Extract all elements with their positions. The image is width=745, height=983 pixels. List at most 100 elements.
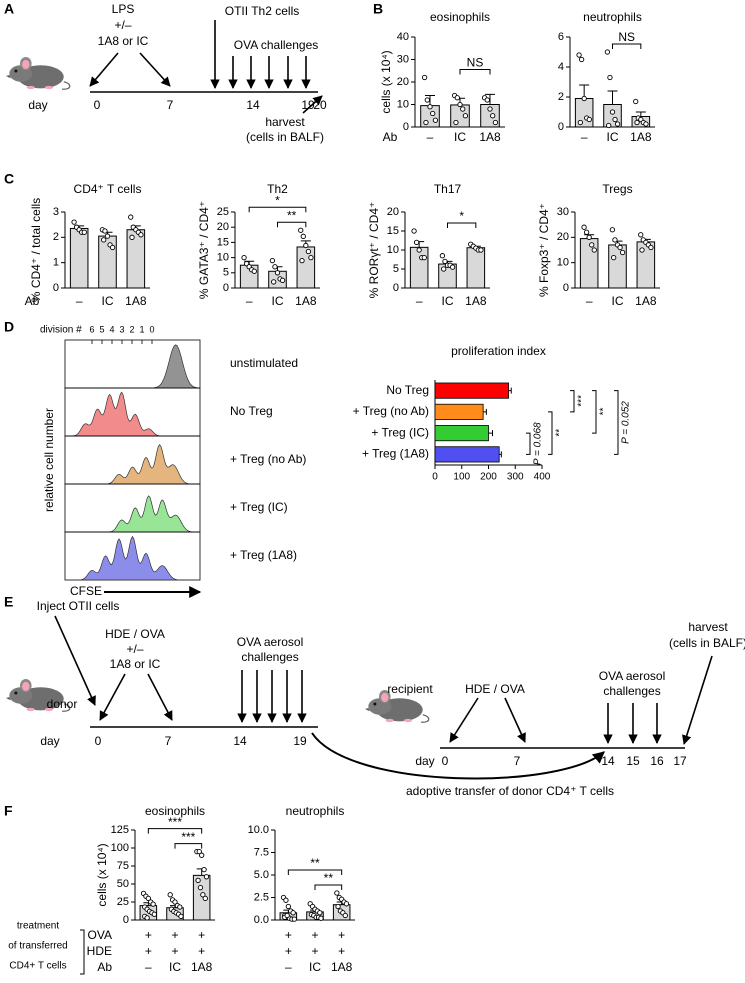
data-point <box>583 229 590 235</box>
y-tick-label: 100 <box>111 842 129 854</box>
label: harvest <box>688 620 728 634</box>
panel-letter: C <box>4 171 14 187</box>
label: challenges <box>603 684 660 698</box>
significance-label: *** <box>181 830 195 844</box>
significance-bracket <box>314 884 343 890</box>
data-point <box>308 254 314 261</box>
x-tick-label: 100 <box>453 472 470 483</box>
x-tick-label: – <box>427 130 434 144</box>
data-point <box>128 214 134 220</box>
data-point <box>317 910 323 916</box>
table-cell: + <box>338 944 345 958</box>
error-bar <box>607 90 618 105</box>
bar <box>434 425 489 442</box>
data-point <box>196 848 202 855</box>
day-label: 0 <box>95 734 102 748</box>
chart-title: Th2 <box>267 182 288 196</box>
data-point <box>251 268 257 274</box>
y-tick-label: + Treg (1A8) <box>362 447 429 461</box>
day-label: 7 <box>165 734 172 748</box>
data-point <box>490 113 496 119</box>
y-axis-label: % RORγt⁺ / CD4⁺ <box>367 202 381 299</box>
histogram <box>65 495 201 533</box>
data-point <box>150 901 156 907</box>
x-tick-label: 1A8 <box>331 960 353 974</box>
x-tick-label: – <box>246 294 253 308</box>
arrow <box>99 673 126 721</box>
data-point <box>577 119 583 126</box>
significance-bracket <box>592 390 597 434</box>
histogram <box>65 344 201 389</box>
data-point <box>109 244 116 251</box>
bar <box>296 246 316 289</box>
data-point <box>586 234 592 240</box>
chart-title: eosinophils <box>430 10 490 24</box>
y-axis-label: cells (x 10⁴) <box>379 50 393 113</box>
day-label: 17 <box>673 754 687 768</box>
label: +/– <box>126 642 143 656</box>
division-label: 2 <box>129 324 134 334</box>
data-point <box>102 228 108 234</box>
label: division # <box>40 325 82 336</box>
significance-bracket <box>614 390 619 455</box>
y-tick-label: 20 <box>217 221 229 233</box>
significance-bracket <box>277 221 307 228</box>
x-tick-label: 1A8 <box>125 294 147 308</box>
y-tick-label: 0 <box>123 914 129 926</box>
histogram-label: + Treg (1A8) <box>230 548 297 562</box>
y-tick-label: 10.0 <box>248 824 269 836</box>
data-point <box>487 106 493 112</box>
arrow <box>139 52 171 87</box>
data-point <box>167 892 173 898</box>
day-label: 19 <box>293 734 307 748</box>
data-point <box>460 106 466 112</box>
data-point <box>421 254 427 261</box>
chart-title: proliferation index <box>451 344 546 358</box>
histogram <box>65 391 200 437</box>
y-tick-label: 15 <box>387 225 399 237</box>
table-cell: + <box>285 944 292 958</box>
x-tick-label: 1A8 <box>295 294 317 308</box>
y-tick-label: 7.5 <box>254 846 269 858</box>
significance-label: NS <box>467 56 484 70</box>
y-tick-label: 5 <box>393 263 399 275</box>
data-point <box>427 104 433 110</box>
chart-title: Tregs <box>602 182 632 196</box>
y-tick-label: 2 <box>558 91 564 103</box>
significance-label: ** <box>599 407 610 416</box>
y-tick-label: 0 <box>223 282 229 294</box>
day-label: 7 <box>514 754 521 768</box>
table-cell: + <box>311 928 318 942</box>
significance-bracket <box>248 206 307 213</box>
table-cell: + <box>171 928 178 942</box>
y-tick-label: 4 <box>558 61 564 73</box>
data-point <box>617 244 623 251</box>
data-point <box>423 119 429 126</box>
significance-bracket <box>147 828 203 834</box>
data-point <box>413 239 420 246</box>
y-tick-label: 3 <box>53 206 59 218</box>
y-tick-label: 0 <box>558 121 564 133</box>
histogram-label: + Treg (IC) <box>230 500 288 514</box>
panel-letter: E <box>4 594 13 610</box>
data-point <box>71 219 77 225</box>
y-axis-label: cells (x 10⁴) <box>95 843 109 906</box>
data-point <box>203 874 210 880</box>
label: Ab <box>25 294 40 308</box>
data-point <box>300 233 306 239</box>
y-tick-label: + Treg (no Ab) <box>353 404 429 418</box>
data-point <box>145 895 151 902</box>
label: OVA challenges <box>234 38 319 52</box>
y-tick-label: 10 <box>217 252 229 264</box>
x-tick-label: 300 <box>507 472 524 483</box>
data-point <box>172 899 178 905</box>
table-bracket <box>80 929 85 975</box>
x-tick-label: 1A8 <box>191 960 213 974</box>
mouse-icon <box>6 56 71 90</box>
label: donor <box>47 697 78 711</box>
division-label: 6 <box>89 324 94 334</box>
data-point <box>290 910 296 916</box>
label: OVA aerosol <box>599 669 665 683</box>
data-point <box>421 74 428 81</box>
data-point <box>200 892 206 898</box>
